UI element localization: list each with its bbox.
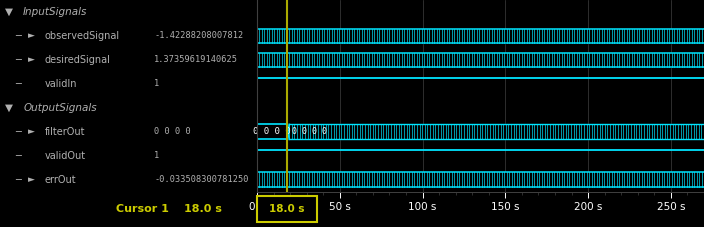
Text: observedSignal: observedSignal bbox=[45, 31, 120, 41]
Text: 1: 1 bbox=[154, 151, 159, 160]
Text: ─: ─ bbox=[15, 175, 21, 185]
Text: errOut: errOut bbox=[45, 175, 77, 185]
Text: 1: 1 bbox=[154, 79, 159, 89]
Text: ─: ─ bbox=[15, 31, 21, 41]
Text: Cursor 1: Cursor 1 bbox=[116, 204, 169, 214]
FancyBboxPatch shape bbox=[257, 196, 317, 222]
Text: 18.0 s: 18.0 s bbox=[184, 204, 222, 214]
Text: ▼: ▼ bbox=[5, 103, 13, 113]
Text: 0 0 0 0: 0 0 0 0 bbox=[253, 127, 291, 136]
Text: ─: ─ bbox=[15, 79, 21, 89]
Text: validIn: validIn bbox=[45, 79, 77, 89]
Text: validOut: validOut bbox=[45, 151, 86, 161]
Text: ►: ► bbox=[28, 55, 35, 64]
Text: 0 0 0 0: 0 0 0 0 bbox=[154, 127, 191, 136]
Text: desiredSignal: desiredSignal bbox=[45, 55, 111, 65]
Text: ─: ─ bbox=[15, 55, 21, 65]
Text: ▼: ▼ bbox=[5, 7, 13, 17]
Text: filterOut: filterOut bbox=[45, 127, 85, 137]
Text: ►: ► bbox=[28, 175, 35, 184]
Text: ─: ─ bbox=[15, 127, 21, 137]
Text: ►: ► bbox=[28, 127, 35, 136]
Text: 1.37359619140625: 1.37359619140625 bbox=[154, 55, 238, 64]
Text: 0 0 0 0: 0 0 0 0 bbox=[291, 127, 327, 136]
Text: ►: ► bbox=[28, 32, 35, 40]
Text: InputSignals: InputSignals bbox=[23, 7, 87, 17]
Text: -0.033508300781250: -0.033508300781250 bbox=[154, 175, 249, 184]
Text: OutputSignals: OutputSignals bbox=[23, 103, 96, 113]
Text: ─: ─ bbox=[15, 151, 21, 161]
Text: 18.0 s: 18.0 s bbox=[269, 204, 305, 214]
Text: -1.42288208007812: -1.42288208007812 bbox=[154, 32, 244, 40]
